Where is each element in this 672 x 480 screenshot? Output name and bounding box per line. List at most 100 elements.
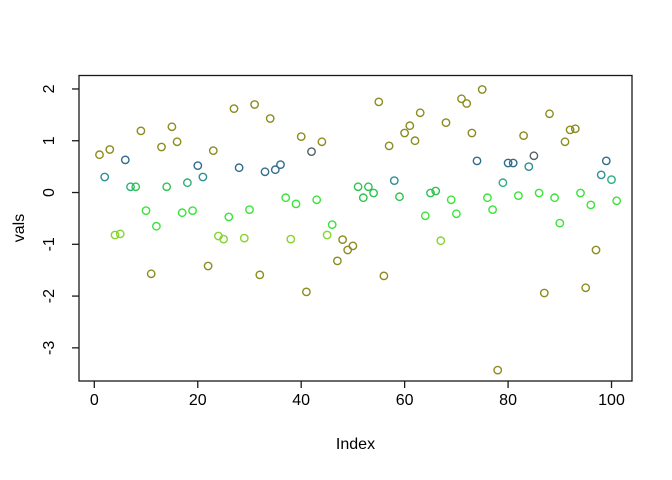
data-point (591, 245, 601, 255)
data-point (157, 142, 166, 152)
data-point (193, 161, 203, 171)
data-point (250, 100, 260, 109)
data-point (446, 195, 456, 205)
data-point (239, 233, 249, 243)
data-point (426, 188, 435, 198)
data-point (576, 188, 585, 198)
data-point (524, 162, 534, 172)
data-point (534, 188, 544, 198)
data-point (265, 114, 275, 123)
data-point (539, 288, 549, 298)
x-axis-title: Index (335, 436, 376, 453)
y-tick-label: 1 (41, 136, 58, 145)
y-axis-ticks (72, 88, 79, 349)
data-point (477, 85, 487, 94)
data-point (312, 195, 322, 205)
data-point (565, 125, 575, 135)
data-point (167, 122, 177, 132)
data-point (182, 178, 192, 188)
data-point (363, 182, 373, 192)
data-point (177, 208, 187, 218)
data-point (467, 128, 477, 138)
data-point (570, 124, 580, 134)
data-point (188, 206, 198, 216)
data-point (120, 155, 130, 165)
data-point (327, 220, 337, 230)
data-point (462, 99, 472, 108)
data-point (317, 137, 327, 147)
data-point (281, 193, 291, 203)
y-axis-tick-labels: -3 -2 -1 0 1 2 (41, 84, 58, 355)
data-point (472, 156, 482, 166)
data-point (348, 241, 358, 251)
y-tick-label: -1 (41, 237, 58, 251)
data-point (508, 158, 518, 168)
data-point (136, 126, 146, 136)
data-point (110, 230, 120, 240)
data-point (353, 182, 363, 192)
data-point (436, 236, 446, 246)
data-point (555, 218, 565, 228)
x-tick-label: 80 (499, 392, 517, 409)
data-point (100, 172, 110, 182)
data-point (519, 131, 528, 141)
y-tick-label: 0 (41, 188, 58, 197)
data-point (203, 261, 213, 271)
plot-box (78, 74, 633, 382)
data-point (229, 104, 239, 114)
data-point (126, 182, 135, 192)
data-point (601, 156, 611, 166)
data-point (493, 365, 503, 375)
data-point (586, 200, 596, 210)
data-point (498, 178, 508, 188)
data-point (405, 121, 415, 131)
data-point (379, 271, 389, 281)
data-point (162, 182, 172, 192)
data-point (141, 206, 151, 216)
data-point (596, 170, 606, 180)
data-point (255, 270, 265, 280)
y-tick-label: -3 (41, 341, 58, 355)
x-axis-ticks (93, 381, 613, 388)
data-point (146, 269, 156, 279)
x-tick-label: 0 (90, 392, 99, 409)
data-point (529, 151, 539, 161)
y-axis-title: vals (11, 213, 28, 243)
data-point (415, 108, 425, 118)
data-point (296, 132, 306, 142)
data-point (384, 141, 394, 151)
data-point (234, 163, 244, 173)
data-point (457, 94, 466, 104)
data-point (105, 145, 115, 154)
data-point (224, 212, 234, 222)
data-point (338, 235, 347, 245)
data-point (581, 283, 591, 293)
data-point (131, 182, 141, 192)
data-point (545, 109, 554, 119)
data-point (219, 234, 229, 244)
data-point (503, 158, 513, 168)
data-point (322, 230, 332, 240)
data-point (358, 193, 368, 203)
x-tick-label: 20 (189, 392, 207, 409)
x-tick-label: 60 (396, 392, 414, 409)
data-point (291, 199, 301, 209)
data-point (172, 137, 182, 147)
data-point (400, 128, 409, 138)
x-tick-label: 40 (292, 392, 310, 409)
data-point (410, 136, 420, 146)
data-point (374, 97, 384, 107)
data-point (115, 229, 125, 239)
data-point (514, 191, 523, 201)
data-point (286, 234, 296, 244)
data-point (451, 209, 461, 219)
data-point (431, 186, 441, 196)
data-point (276, 160, 285, 170)
data-point (441, 118, 451, 128)
data-point (420, 211, 430, 221)
y-tick-label: 2 (41, 84, 58, 93)
data-point (560, 137, 570, 147)
data-point (607, 175, 616, 185)
